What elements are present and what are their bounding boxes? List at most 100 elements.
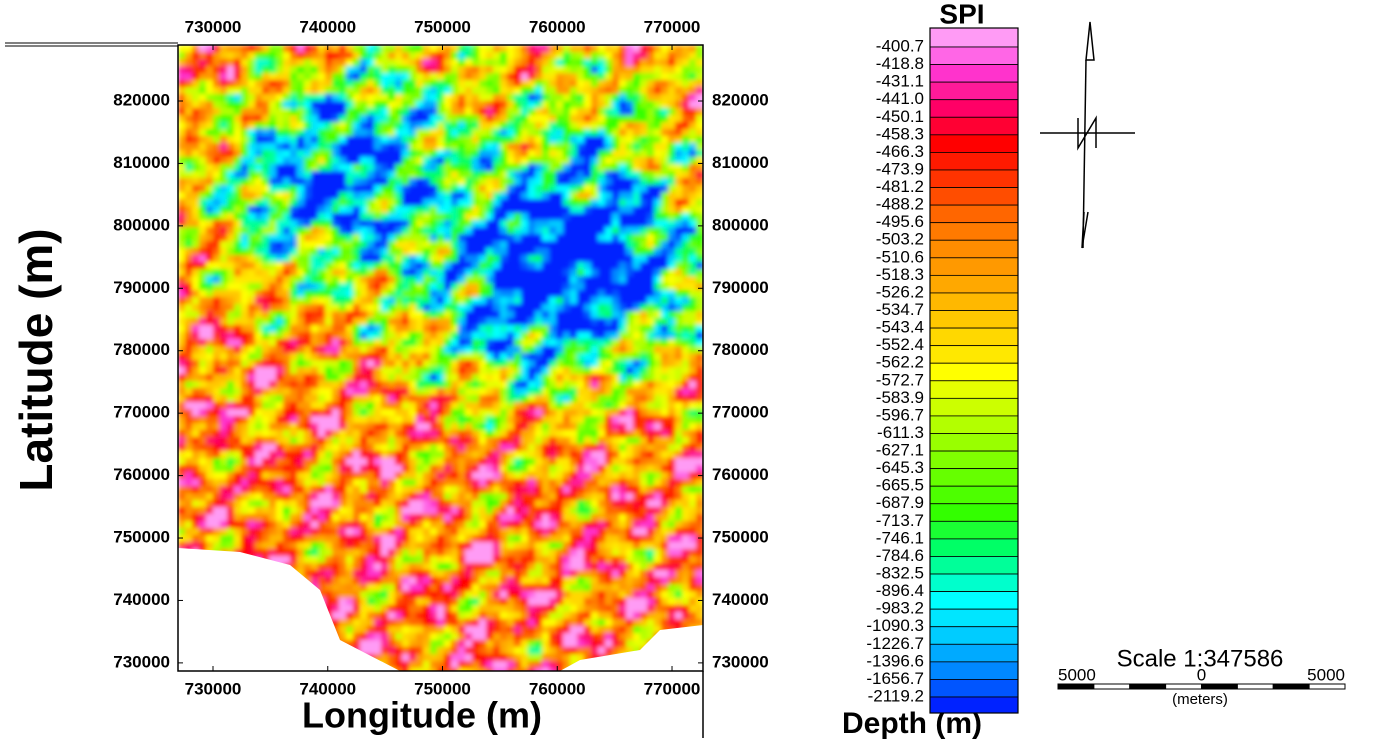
field-cell — [668, 486, 676, 494]
field-cell — [374, 332, 382, 340]
field-cell — [255, 430, 263, 438]
field-cell — [689, 73, 697, 81]
field-cell — [689, 192, 697, 200]
field-cell — [668, 199, 676, 207]
field-cell — [654, 150, 662, 158]
field-cell — [577, 416, 585, 424]
field-cell — [339, 388, 347, 396]
field-cell — [241, 283, 249, 291]
field-cell — [262, 367, 270, 375]
field-cell — [570, 66, 578, 74]
field-cell — [234, 213, 242, 221]
field-cell — [346, 402, 354, 410]
field-cell — [360, 192, 368, 200]
field-cell — [486, 367, 494, 375]
field-cell — [633, 388, 641, 396]
field-cell — [661, 339, 669, 347]
field-cell — [563, 465, 571, 473]
field-cell — [185, 332, 193, 340]
field-cell — [423, 269, 431, 277]
field-cell — [374, 346, 382, 354]
field-cell — [563, 73, 571, 81]
field-cell — [409, 276, 417, 284]
field-cell — [619, 234, 627, 242]
field-cell — [192, 73, 200, 81]
field-cell — [514, 353, 522, 361]
field-cell — [416, 507, 424, 515]
field-cell — [549, 500, 557, 508]
field-cell — [269, 325, 277, 333]
field-cell — [619, 402, 627, 410]
field-cell — [276, 367, 284, 375]
field-cell — [689, 248, 697, 256]
field-cell — [430, 255, 438, 263]
field-cell — [528, 227, 536, 235]
field-cell — [654, 143, 662, 151]
field-cell — [437, 269, 445, 277]
field-cell — [297, 444, 305, 452]
field-cell — [528, 311, 536, 319]
field-cell — [514, 318, 522, 326]
field-cell — [332, 304, 340, 312]
field-cell — [605, 129, 613, 137]
field-cell — [682, 465, 690, 473]
field-cell — [374, 45, 382, 53]
field-cell — [451, 73, 459, 81]
field-cell — [395, 255, 403, 263]
field-cell — [591, 52, 599, 60]
field-cell — [444, 206, 452, 214]
field-cell — [535, 381, 543, 389]
field-cell — [465, 171, 473, 179]
field-cell — [276, 73, 284, 81]
field-cell — [633, 332, 641, 340]
field-cell — [374, 437, 382, 445]
field-cell — [374, 52, 382, 60]
field-cell — [234, 248, 242, 256]
field-cell — [661, 178, 669, 186]
field-cell — [402, 108, 410, 116]
field-cell — [220, 136, 228, 144]
field-cell — [325, 115, 333, 123]
field-cell — [563, 192, 571, 200]
field-cell — [283, 374, 291, 382]
field-cell — [479, 143, 487, 151]
field-cell — [262, 248, 270, 256]
field-cell — [598, 234, 606, 242]
field-cell — [563, 325, 571, 333]
field-cell — [661, 185, 669, 193]
field-cell — [220, 283, 228, 291]
field-cell — [374, 472, 382, 480]
field-cell — [682, 171, 690, 179]
field-cell — [591, 178, 599, 186]
field-cell — [479, 66, 487, 74]
field-cell — [381, 206, 389, 214]
field-cell — [311, 339, 319, 347]
field-cell — [381, 269, 389, 277]
field-cell — [577, 493, 585, 501]
field-cell — [430, 101, 438, 109]
field-cell — [318, 507, 326, 515]
field-cell — [227, 101, 235, 109]
field-cell — [682, 360, 690, 368]
field-cell — [297, 220, 305, 228]
field-cell — [374, 395, 382, 403]
field-cell — [255, 227, 263, 235]
field-cell — [493, 409, 501, 417]
field-cell — [416, 150, 424, 158]
field-cell — [612, 220, 620, 228]
field-cell — [402, 472, 410, 480]
field-cell — [248, 199, 256, 207]
field-cell — [647, 150, 655, 158]
field-cell — [563, 150, 571, 158]
field-cell — [661, 444, 669, 452]
field-cell — [388, 402, 396, 410]
field-cell — [563, 367, 571, 375]
field-cell — [199, 493, 207, 501]
field-cell — [570, 465, 578, 473]
field-cell — [381, 339, 389, 347]
field-cell — [647, 381, 655, 389]
field-cell — [374, 493, 382, 501]
field-cell — [437, 199, 445, 207]
field-cell — [626, 164, 634, 172]
field-cell — [220, 227, 228, 235]
